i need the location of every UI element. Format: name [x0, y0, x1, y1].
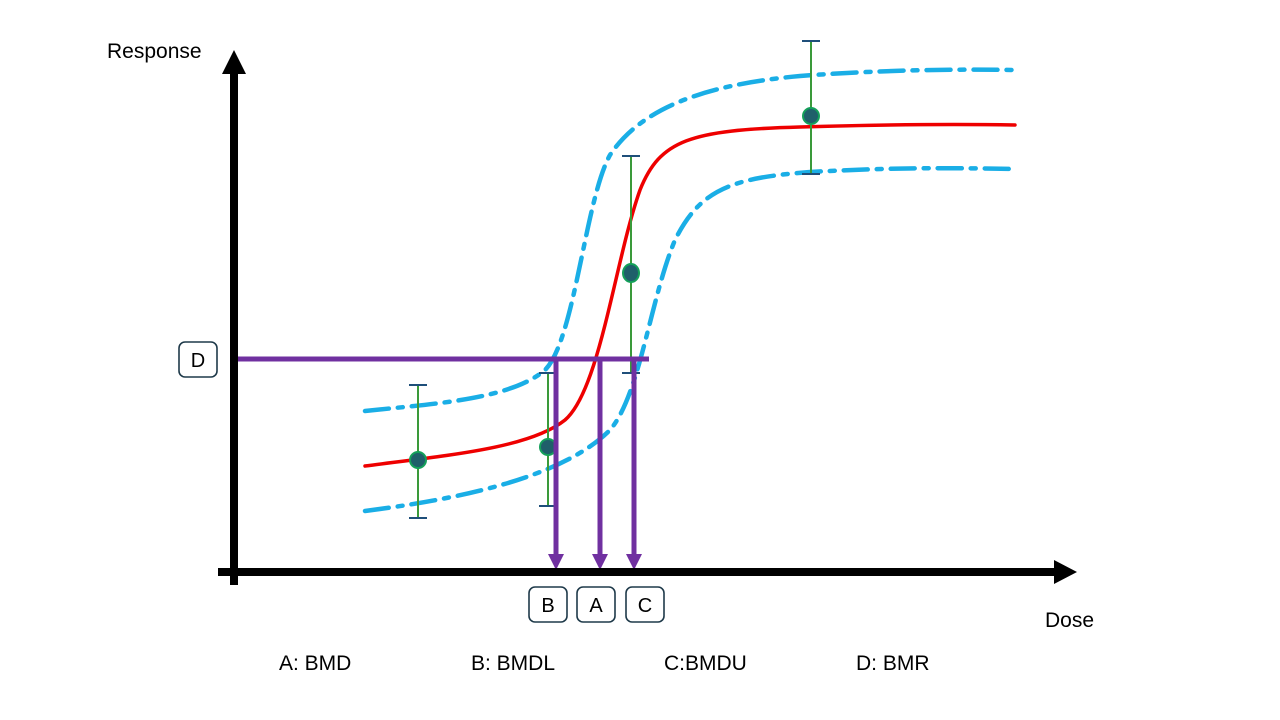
marker-a: A [576, 586, 616, 623]
legend-bmdl: B: BMDL [471, 652, 555, 675]
data-point-3 [622, 263, 640, 283]
marker-b-label: B [541, 595, 554, 617]
upper-confidence-band [362, 67, 1018, 414]
x-axis-label: Dose [1045, 609, 1094, 632]
lower-confidence-band [362, 165, 1018, 514]
y-axis-label: Response [107, 40, 202, 63]
legend-bmdu: C:BMDU [664, 652, 747, 675]
marker-c: C [625, 586, 665, 623]
marker-b: B [528, 586, 568, 623]
data-point-1 [409, 451, 427, 469]
marker-d-label: D [191, 350, 205, 372]
data-point-4 [802, 107, 820, 125]
marker-a-label: A [589, 595, 603, 617]
fitted-curve [363, 122, 1017, 468]
bmdu-arrowhead [626, 554, 642, 570]
y-axis-arrowhead [222, 50, 246, 74]
marker-d: D [178, 341, 218, 378]
legend-bmr: D: BMR [856, 652, 930, 675]
bmd-arrowhead [592, 554, 608, 570]
legend-bmd: A: BMD [279, 652, 351, 675]
x-axis-arrowhead [1054, 560, 1077, 584]
bmdl-arrowhead [548, 554, 564, 570]
marker-c-label: C [638, 595, 652, 617]
